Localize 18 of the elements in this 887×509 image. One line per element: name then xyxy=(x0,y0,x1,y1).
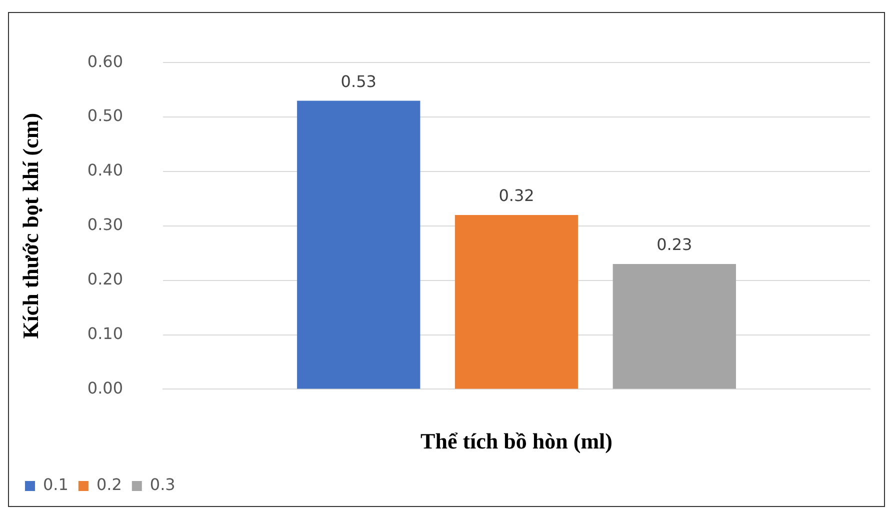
y-tick-label: 0.30 xyxy=(87,215,124,234)
legend-label: 0.3 xyxy=(150,475,176,494)
bar xyxy=(612,264,736,389)
y-axis-title: Kích thước bọt khí (cm) xyxy=(18,112,43,339)
legend-label: 0.1 xyxy=(43,475,68,494)
y-tick-label: 0.60 xyxy=(87,52,124,71)
bar xyxy=(297,100,420,389)
bar xyxy=(454,215,578,389)
data-label: 0.23 xyxy=(656,235,692,254)
data-label: 0.53 xyxy=(340,72,376,91)
y-tick-label: 0.00 xyxy=(87,378,124,398)
y-tick-label: 0.20 xyxy=(87,269,124,288)
x-axis-title: Thể tích bồ hòn (ml) xyxy=(420,428,612,454)
legend-label: 0.2 xyxy=(96,475,122,494)
data-label: 0.32 xyxy=(498,186,534,206)
y-tick-label: 0.40 xyxy=(87,160,124,180)
y-tick-label: 0.10 xyxy=(87,324,124,343)
y-tick-label: 0.50 xyxy=(87,106,124,126)
